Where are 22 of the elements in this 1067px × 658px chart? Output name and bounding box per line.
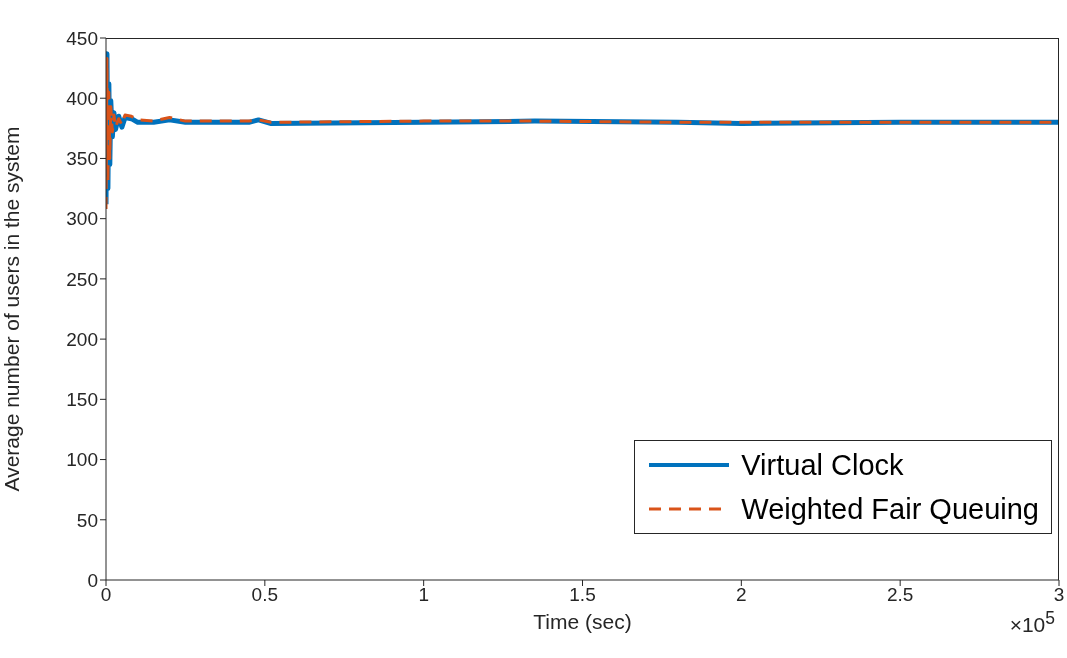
x-tick-label: 1	[418, 584, 429, 606]
y-tick-label: 150	[66, 389, 98, 411]
y-tick-label: 350	[66, 148, 98, 170]
y-axis-title: Average number of users in the system	[0, 126, 24, 492]
x-tick-label: 3	[1053, 584, 1065, 606]
legend-label: Weighted Fair Queuing	[741, 492, 1039, 526]
y-tick-label: 200	[66, 328, 98, 350]
y-tick-label: 0	[87, 569, 98, 591]
y-tick-label: 450	[66, 27, 98, 49]
x-tick-label: 0	[100, 584, 112, 606]
x-tick-label: 0.5	[251, 584, 279, 606]
text: ×10$^{5}$	[1009, 608, 1055, 637]
x-tick-label: 2	[736, 584, 747, 606]
x-axis-title: Time (sec)	[533, 609, 632, 633]
y-tick-label: 50	[76, 509, 98, 531]
y-tick-label: 300	[66, 208, 98, 230]
x-tick-label: 2.5	[886, 584, 914, 606]
y-tick-label: 100	[66, 449, 98, 471]
y-tick-label: 250	[66, 268, 98, 290]
legend-label: Virtual Clock	[741, 448, 904, 482]
y-tick-label: 400	[66, 87, 98, 109]
x-tick-label: 1.5	[569, 584, 596, 606]
